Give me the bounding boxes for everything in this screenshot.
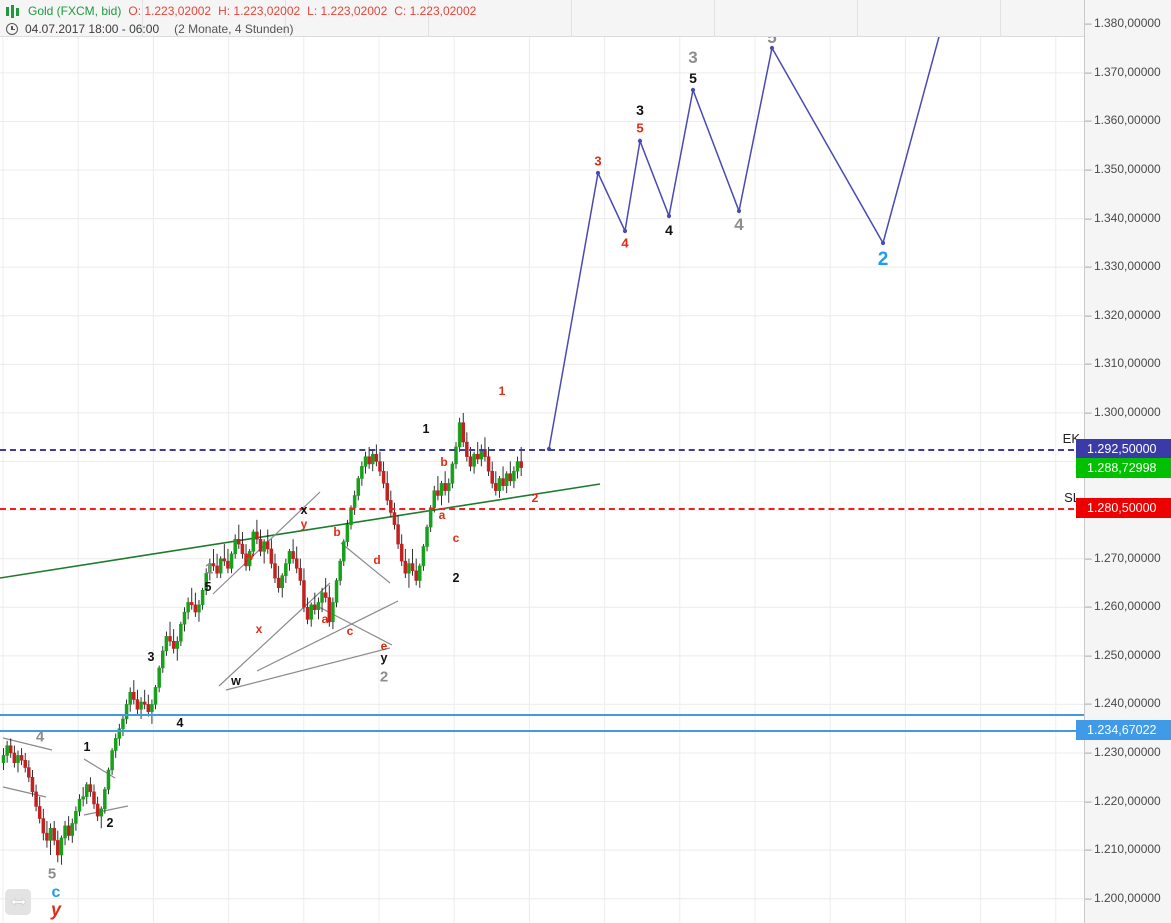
- wave-label-5-37[interactable]: 5: [47, 865, 57, 883]
- wave-label-a-25[interactable]: a: [321, 612, 329, 626]
- support-price-tag-text: 1.234,67022: [1087, 723, 1157, 738]
- chart-gridlines: [0, 37, 1084, 923]
- chart-header: Gold (FXCM, bid) O: 1.223,02002 H: 1.223…: [0, 0, 1084, 37]
- price-tick-17: –1.210,00000: [1085, 842, 1161, 857]
- price-axis[interactable]: –1.380,00000 –1.370,00000 –1.360,00000 –1.3…: [1076, 0, 1171, 923]
- wave-label-2-17[interactable]: 2: [531, 491, 539, 505]
- stoploss-price-tag-text: 1.280,50000: [1087, 500, 1157, 515]
- interval-label: (2 Monate, 4 Stunden): [174, 22, 294, 36]
- entry-price-tag-text: 1.292,50000: [1087, 442, 1157, 457]
- wave-label-5-2[interactable]: 5: [636, 120, 644, 136]
- high-value: H: 1.223,02002: [218, 4, 301, 18]
- resize-horizontal-icon: [9, 897, 27, 907]
- open-value: O: 1.223,02002: [128, 4, 212, 18]
- chart-drawings: [0, 37, 940, 816]
- wave-label-w-20[interactable]: w: [244, 549, 254, 563]
- wave-label-4-34[interactable]: 4: [35, 728, 45, 746]
- candlestick-series: [1, 412, 523, 865]
- entry-price-tag[interactable]: 1.292,50000: [1076, 439, 1171, 460]
- wave-label-3-3[interactable]: 3: [636, 102, 644, 118]
- date-range-label: 04.07.2017 18:00 - 06:00: [25, 22, 160, 36]
- price-tick-14: –1.240,00000: [1085, 696, 1161, 711]
- wave-label-5-5[interactable]: 5: [689, 70, 697, 86]
- current-price-tag-text: 1.288,72998: [1087, 460, 1157, 475]
- stoploss-price-tag[interactable]: 1.280,50000: [1076, 497, 1171, 518]
- wave-label-c-38[interactable]: c: [51, 884, 61, 901]
- current-price-tag[interactable]: 1.288,72998: [1076, 457, 1171, 478]
- support-band-top[interactable]: [0, 714, 1084, 717]
- entry-level-line[interactable]: [0, 449, 1084, 452]
- wave-label-4-1[interactable]: 4: [621, 235, 629, 251]
- price-tick-15: –1.230,00000: [1085, 744, 1161, 759]
- price-tick-16: –1.220,00000: [1085, 793, 1161, 808]
- wave-label-4-7[interactable]: 4: [734, 215, 744, 234]
- close-value: C: 1.223,02002: [394, 4, 477, 18]
- symbol-label: Gold (FXCM, bid): [28, 4, 122, 18]
- wave-label-3-32[interactable]: 3: [147, 650, 155, 664]
- price-tick-11: –1.270,00000: [1085, 550, 1161, 565]
- price-tick-12: –1.260,00000: [1085, 599, 1161, 614]
- price-tick-2: –1.360,00000: [1085, 113, 1161, 128]
- wave-label-y-39[interactable]: y: [50, 899, 62, 920]
- price-tick-8: –1.300,00000: [1085, 404, 1161, 419]
- stoploss-level-line[interactable]: [0, 507, 1084, 510]
- wave-label-4-4[interactable]: 4: [665, 222, 673, 238]
- wave-label-2-36[interactable]: 2: [106, 816, 114, 830]
- wave-label-3-6[interactable]: 3: [688, 48, 698, 67]
- horizontal-resize-button[interactable]: [5, 889, 31, 915]
- wave-label-2-10[interactable]: 2: [877, 249, 889, 270]
- wave-label-y-28[interactable]: y: [380, 651, 388, 665]
- wave-label-b-12[interactable]: b: [440, 455, 448, 469]
- wave-label-5-31[interactable]: 5: [204, 580, 212, 594]
- clock-icon: [6, 23, 18, 35]
- wave-label-2-29[interactable]: 2: [379, 668, 389, 686]
- price-tick-0: –1.380,00000: [1085, 16, 1161, 31]
- support-band-bottom[interactable]: [0, 730, 1084, 733]
- wave-label-x-21[interactable]: x: [255, 622, 263, 636]
- entry-level-line-tag: EK: [1062, 431, 1080, 447]
- wave-label-b-23[interactable]: b: [333, 525, 341, 539]
- wave-label-e-27[interactable]: e: [380, 639, 388, 653]
- wave-label-3-0[interactable]: 3: [594, 153, 602, 169]
- candlestick-icon: [6, 4, 21, 18]
- price-tick-13: –1.250,00000: [1085, 647, 1161, 662]
- wave-label-a-13[interactable]: a: [438, 508, 446, 522]
- wave-label-1-35[interactable]: 1: [83, 740, 91, 754]
- wave-label-w-22[interactable]: w: [231, 674, 241, 688]
- wave-label-1-30[interactable]: 1: [204, 560, 214, 578]
- wave-label-1-16[interactable]: 1: [422, 422, 430, 436]
- price-tick-4: –1.340,00000: [1085, 210, 1161, 225]
- wave-label-x-18[interactable]: x: [300, 503, 308, 517]
- wave-label-2-15[interactable]: 2: [452, 571, 460, 585]
- low-value: L: 1.223,02002: [307, 4, 388, 18]
- wave-label-1-11[interactable]: 1: [498, 384, 506, 398]
- price-tick-3: –1.350,00000: [1085, 162, 1161, 177]
- wave-label-c-14[interactable]: c: [452, 531, 460, 545]
- wave-label-d-24[interactable]: d: [373, 553, 381, 567]
- price-tick-1: –1.370,00000: [1085, 64, 1161, 79]
- price-tick-6: –1.320,00000: [1085, 307, 1161, 322]
- support-price-tag[interactable]: 1.234,67022: [1076, 720, 1171, 741]
- wave-label-4-33[interactable]: 4: [176, 716, 184, 730]
- price-tick-7: –1.310,00000: [1085, 356, 1161, 371]
- wave-label-c-26[interactable]: c: [346, 624, 354, 638]
- price-tick-18: –1.200,00000: [1085, 890, 1161, 905]
- wave-label-y-19[interactable]: y: [300, 517, 308, 531]
- price-tick-5: –1.330,00000: [1085, 259, 1161, 274]
- wave-label-5-8[interactable]: 5: [767, 37, 777, 47]
